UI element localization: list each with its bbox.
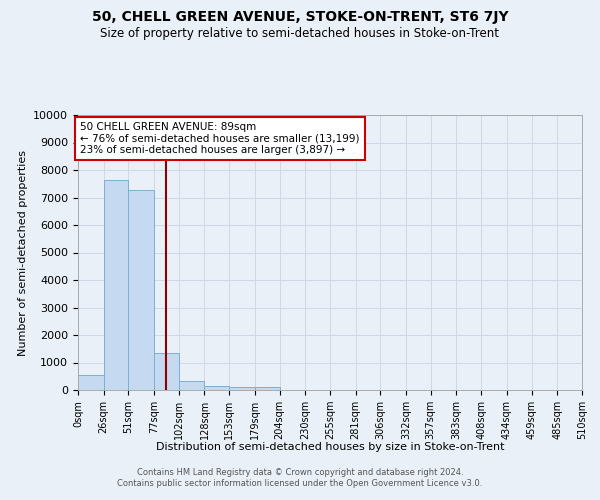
Text: Contains HM Land Registry data © Crown copyright and database right 2024.
Contai: Contains HM Land Registry data © Crown c… (118, 468, 482, 487)
Bar (179, 382, 205, 390)
Bar (128, 190, 154, 390)
Bar (255, 387, 280, 390)
Text: 50 CHELL GREEN AVENUE: 89sqm
← 76% of semi-detached houses are smaller (13,199)
: 50 CHELL GREEN AVENUE: 89sqm ← 76% of se… (80, 122, 359, 155)
Text: Size of property relative to semi-detached houses in Stoke-on-Trent: Size of property relative to semi-detach… (101, 28, 499, 40)
Text: Distribution of semi-detached houses by size in Stoke-on-Trent: Distribution of semi-detached houses by … (156, 442, 504, 452)
Text: 50, CHELL GREEN AVENUE, STOKE-ON-TRENT, ST6 7JY: 50, CHELL GREEN AVENUE, STOKE-ON-TRENT, … (92, 10, 508, 24)
Bar (229, 386, 255, 390)
Bar (78, 375, 104, 390)
Y-axis label: Number of semi-detached properties: Number of semi-detached properties (18, 150, 28, 356)
Bar (154, 353, 179, 390)
Bar (205, 386, 229, 390)
Bar (104, 180, 128, 390)
